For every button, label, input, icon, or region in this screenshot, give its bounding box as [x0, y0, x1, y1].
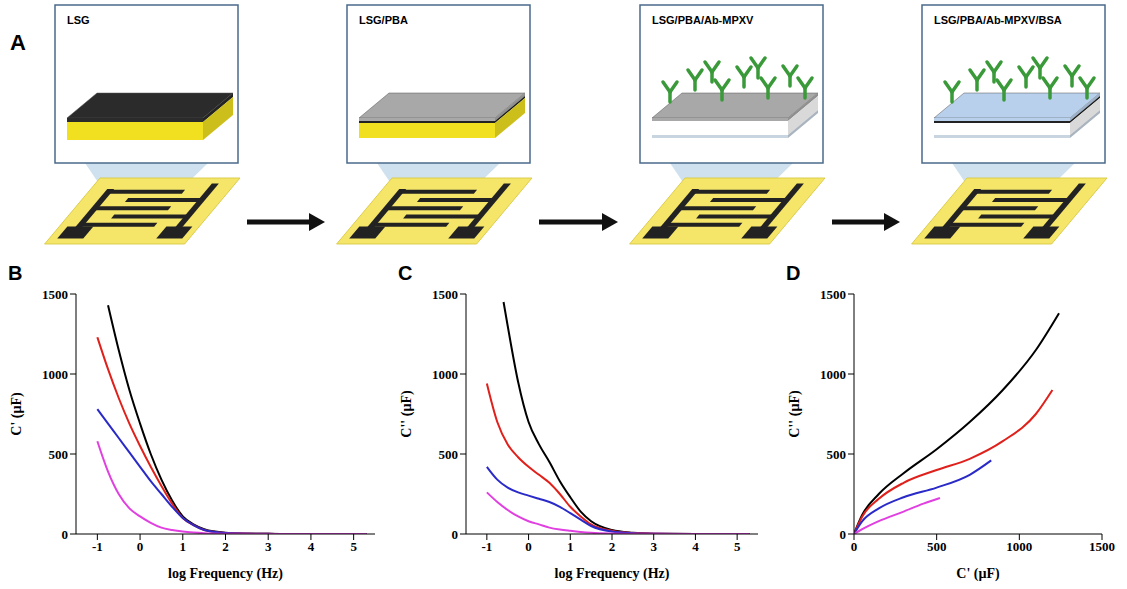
- svg-text:-1: -1: [481, 539, 492, 554]
- svg-text:C'' (µF): C'' (µF): [787, 390, 803, 438]
- svg-text:1500: 1500: [820, 287, 846, 302]
- svg-text:LSG/PBA/Ab-MPXV: LSG/PBA/Ab-MPXV: [652, 14, 754, 26]
- svg-text:4: 4: [308, 539, 315, 554]
- svg-text:500: 500: [827, 447, 847, 462]
- svg-text:log Frequency (Hz): log Frequency (Hz): [168, 566, 283, 582]
- svg-text:0: 0: [452, 527, 459, 542]
- svg-text:1500: 1500: [432, 287, 458, 302]
- svg-text:500: 500: [439, 447, 459, 462]
- html-text:C: C: [398, 262, 413, 284]
- svg-text:-1: -1: [92, 539, 103, 554]
- svg-text:1000: 1000: [432, 367, 458, 382]
- svg-text:log Frequency (Hz): log Frequency (Hz): [555, 566, 670, 582]
- svg-text:1000: 1000: [1006, 539, 1032, 554]
- svg-text:1000: 1000: [42, 367, 68, 382]
- svg-text:LSG/PBA/Ab-MPXV/BSA: LSG/PBA/Ab-MPXV/BSA: [934, 14, 1062, 26]
- svg-text:1: 1: [567, 539, 574, 554]
- svg-text:2: 2: [222, 539, 229, 554]
- html-text:B: B: [8, 262, 23, 284]
- svg-text:500: 500: [49, 447, 69, 462]
- svg-text:1500: 1500: [42, 287, 68, 302]
- svg-text:C'' (µF): C'' (µF): [399, 390, 415, 438]
- html-text:D: D: [786, 262, 801, 284]
- svg-text:2: 2: [609, 539, 616, 554]
- svg-text:3: 3: [265, 539, 272, 554]
- svg-text:0: 0: [851, 539, 858, 554]
- svg-text:4: 4: [692, 539, 699, 554]
- svg-text:3: 3: [650, 539, 657, 554]
- svg-text:5: 5: [350, 539, 357, 554]
- svg-text:0: 0: [137, 539, 144, 554]
- svg-text:1000: 1000: [820, 367, 846, 382]
- svg-text:A: A: [10, 30, 26, 55]
- svg-text:C' (µF): C' (µF): [9, 392, 25, 436]
- svg-text:C' (µF): C' (µF): [956, 566, 1000, 582]
- svg-text:LSG: LSG: [67, 14, 90, 26]
- svg-text:0: 0: [525, 539, 532, 554]
- svg-text:5: 5: [734, 539, 741, 554]
- svg-text:LSG/PBA: LSG/PBA: [359, 14, 408, 26]
- svg-text:1500: 1500: [1089, 539, 1115, 554]
- svg-text:500: 500: [927, 539, 947, 554]
- svg-text:0: 0: [840, 527, 847, 542]
- svg-text:1: 1: [180, 539, 187, 554]
- svg-text:0: 0: [62, 527, 69, 542]
